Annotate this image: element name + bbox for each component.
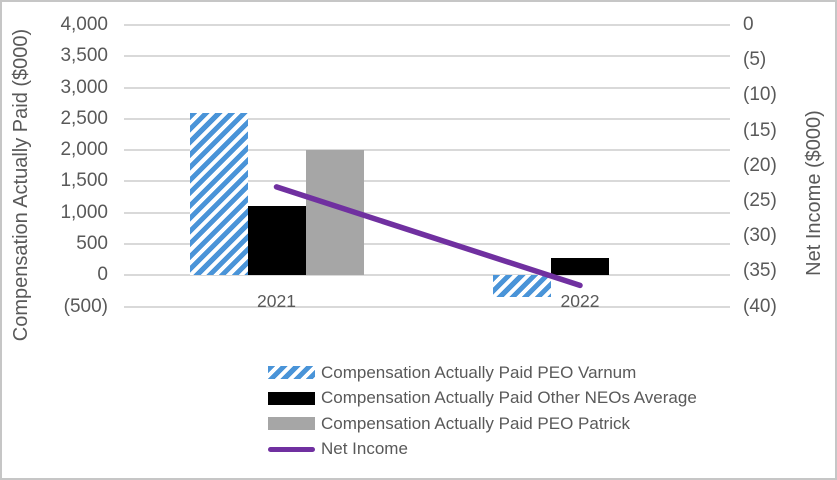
legend-swatch-icon	[268, 417, 315, 431]
right-axis-title: Net Income ($000)	[803, 110, 825, 276]
bar	[551, 257, 609, 276]
category-label: 2022	[560, 291, 600, 311]
bar	[247, 206, 306, 276]
right-axis-tick-label: (5)	[743, 49, 767, 71]
legend-label: Compensation Actually Paid Other NEOs Av…	[321, 388, 697, 408]
right-axis-tick-label: (10)	[743, 84, 777, 106]
left-axis-tick-label: 500	[76, 232, 108, 254]
gridline	[124, 305, 730, 308]
legend-swatch-icon	[268, 391, 315, 405]
gridline	[124, 149, 730, 152]
right-axis-tick-label: (40)	[743, 295, 777, 317]
category-label: 2021	[257, 291, 296, 311]
gridline	[124, 180, 730, 183]
gridline	[124, 55, 730, 58]
left-axis-tick-label: 3,500	[60, 45, 108, 67]
right-axis-tick-label: (15)	[743, 119, 777, 141]
left-axis-tick-label: 0	[97, 264, 108, 286]
left-axis-tick-label: (500)	[63, 295, 108, 317]
legend-item: Compensation Actually Paid Other NEOs Av…	[268, 386, 697, 412]
left-axis-title: Compensation Actually Paid ($000)	[10, 28, 32, 342]
left-axis-tick-label: 2,500	[60, 107, 108, 129]
right-axis-tick-label: (30)	[743, 225, 777, 247]
gridline	[124, 117, 730, 120]
right-axis-tick-label: (35)	[743, 260, 777, 282]
legend: Compensation Actually Paid PEO Varnum Com…	[268, 360, 697, 462]
right-axis-tick-label: (20)	[743, 154, 777, 176]
gridline	[124, 86, 730, 89]
legend-label: Net Income	[321, 439, 408, 459]
left-axis-tick-label: 4,000	[60, 14, 108, 35]
right-axis-tick-label: 0	[743, 14, 754, 35]
left-axis-tick-label: 2,000	[60, 139, 108, 161]
right-axis-tick-label: (25)	[743, 189, 777, 211]
bar	[305, 150, 364, 276]
legend-swatch-icon	[268, 446, 315, 452]
legend-item: Net Income	[268, 437, 697, 463]
bar	[189, 112, 248, 276]
legend-swatch-icon	[268, 366, 315, 380]
left-axis-tick-label: 1,500	[60, 170, 108, 192]
gridline	[124, 24, 730, 26]
legend-item: Compensation Actually Paid PEO Varnum	[268, 360, 697, 386]
legend-item: Compensation Actually Paid PEO Patrick	[268, 411, 697, 437]
legend-label: Compensation Actually Paid PEO Varnum	[321, 362, 637, 382]
legend-label: Compensation Actually Paid PEO Patrick	[321, 413, 630, 433]
left-axis-tick-label: 1,000	[60, 201, 108, 223]
left-axis-tick-label: 3,000	[60, 76, 108, 98]
